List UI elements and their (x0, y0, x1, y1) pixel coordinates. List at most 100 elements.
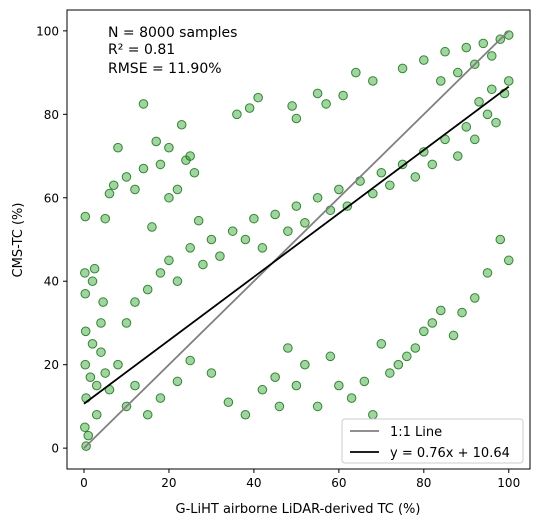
x-tick-label: 60 (331, 476, 346, 490)
scatter-point (91, 380, 102, 391)
scatter-point (368, 76, 378, 86)
scatter-point (189, 167, 200, 178)
scatter-point (80, 326, 91, 337)
scatter-point (96, 318, 106, 328)
scatter-point (121, 172, 132, 182)
scatter-point (164, 255, 174, 266)
scatter-point (80, 422, 90, 433)
legend-label-identity-line: 1:1 Line (390, 425, 442, 440)
y-axis-ticks: 0 20 40 60 80 100 (36, 24, 67, 456)
scatter-point (85, 372, 96, 383)
scatter-point (104, 188, 115, 199)
scatter-point (155, 159, 166, 170)
scatter-point (142, 284, 153, 295)
scatter-point (474, 97, 484, 107)
y-tick-label: 60 (44, 191, 59, 205)
scatter-point (100, 213, 111, 224)
scatter-point (274, 401, 285, 412)
x-tick-label: 20 (161, 476, 176, 490)
scatter-point (130, 184, 140, 195)
scatter-point (270, 372, 280, 383)
x-tick-label: 0 (80, 476, 88, 490)
scatter-point (87, 276, 98, 287)
scatter-point (257, 243, 268, 253)
scatter-point (283, 226, 293, 236)
scatter-point (440, 46, 450, 57)
x-tick-label: 100 (497, 476, 520, 490)
identity-line (83, 30, 510, 449)
x-tick-label: 40 (246, 476, 261, 490)
scatter-point (206, 368, 217, 378)
scatter-point (283, 343, 293, 353)
fit-lines (83, 30, 510, 449)
scatter-point (96, 347, 106, 357)
scatter-point (321, 99, 331, 109)
scatter-point (244, 103, 255, 113)
scatter-point (240, 409, 251, 420)
annotation-rmse: RMSE = 11.90% (108, 61, 222, 77)
scatter-point (486, 51, 497, 61)
scatter-point (419, 55, 429, 65)
scatter-point (164, 192, 174, 203)
scatter-point (83, 430, 94, 441)
scatter-point (359, 376, 370, 387)
y-tick-label: 20 (44, 358, 59, 372)
scatter-point (393, 359, 404, 370)
scatter-point (227, 226, 238, 236)
scatter-point (253, 92, 263, 103)
scatter-point (334, 184, 344, 195)
scatter-point (193, 215, 204, 226)
scatter-point (130, 380, 140, 391)
x-tick-label: 80 (416, 476, 431, 490)
scatter-point (376, 167, 387, 178)
scatter-point (461, 42, 472, 53)
x-axis-ticks: 0 20 40 60 80 100 (80, 469, 520, 490)
scatter-point (138, 163, 149, 174)
scatter-point (410, 343, 421, 353)
y-tick-label: 0 (51, 442, 59, 456)
y-tick-label: 40 (44, 275, 59, 289)
scatter-point (206, 234, 217, 245)
scatter-point (436, 305, 446, 316)
scatter-point (185, 243, 195, 253)
scatter-point (452, 67, 463, 78)
scatter-point (427, 318, 438, 328)
legend-box (341, 418, 524, 464)
plot-frame (66, 9, 531, 470)
scatter-point (291, 380, 302, 391)
scatter-point (461, 122, 472, 132)
scatter-point (338, 90, 348, 101)
scatter-point (270, 209, 280, 220)
scatter-point (215, 251, 225, 261)
scatter-point (491, 117, 501, 128)
scatter-point (469, 134, 480, 145)
scatter-point (113, 142, 123, 153)
scatter-point (448, 330, 459, 341)
scatter-point (312, 401, 323, 412)
scatter-point (334, 380, 344, 391)
scatter-point (452, 151, 463, 161)
scatter-point (300, 359, 310, 370)
scatter-point (100, 368, 111, 378)
scatter-point (351, 67, 361, 78)
scatter-point (503, 255, 514, 266)
scatter-point (368, 409, 378, 420)
x-axis-label: G-LiHT airborne LiDAR-derived TC (%) (176, 502, 421, 517)
scatter-point (155, 268, 166, 278)
y-tick-label: 100 (36, 24, 59, 38)
scatter-point (240, 234, 251, 245)
scatter-point (172, 376, 183, 387)
scatter-point (478, 38, 489, 49)
scatter-point (397, 63, 408, 74)
regression-line (83, 85, 510, 405)
scatter-point (91, 409, 102, 420)
scatter-point (436, 76, 446, 86)
scatter-point (113, 359, 123, 370)
scatter-point (80, 359, 91, 370)
scatter-point (495, 234, 506, 245)
annotation-sample-count: N = 8000 samples (108, 25, 237, 41)
scatter-point (147, 222, 157, 232)
scatter-point (325, 351, 336, 362)
scatter-point (108, 180, 119, 191)
